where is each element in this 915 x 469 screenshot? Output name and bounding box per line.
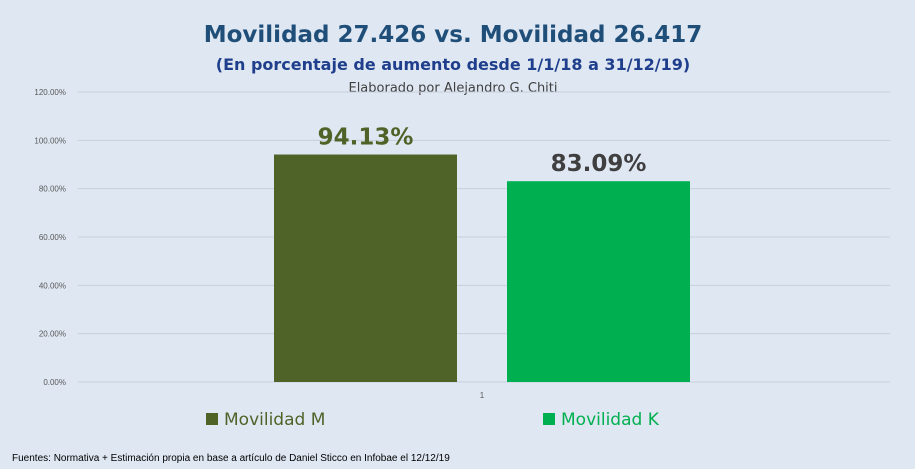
legend-label-movilidad-m: Movilidad M bbox=[224, 410, 325, 430]
x-tick-label: 1 bbox=[480, 391, 485, 400]
chart-subtitle: (En porcentaje de aumento desde 1/1/18 a… bbox=[216, 55, 690, 74]
chart-author: Elaborado por Alejandro G. Chiti bbox=[348, 81, 557, 96]
chart-title: Movilidad 27.426 vs. Movilidad 26.417 bbox=[204, 22, 703, 48]
y-tick-label: 60.00% bbox=[39, 233, 66, 242]
legend: Movilidad M Movilidad K bbox=[206, 410, 660, 430]
bar-movilidad-m bbox=[274, 154, 457, 382]
legend-label-movilidad-k: Movilidad K bbox=[561, 410, 660, 430]
bar-movilidad-k bbox=[507, 181, 690, 382]
y-axis-ticks: 0.00% 20.00% 40.00% 60.00% 80.00% 100.00% 120.… bbox=[34, 88, 66, 387]
y-tick-label: 100.00% bbox=[34, 136, 66, 145]
y-tick-label: 20.00% bbox=[39, 330, 66, 339]
bars bbox=[274, 154, 690, 382]
y-tick-label: 40.00% bbox=[39, 281, 66, 290]
legend-swatch-movilidad-m bbox=[206, 413, 218, 425]
y-tick-label: 0.00% bbox=[43, 378, 66, 387]
gridlines bbox=[78, 91, 890, 383]
y-tick-label: 80.00% bbox=[39, 185, 66, 194]
chart-footer: Fuentes: Normativa + Estimación propia e… bbox=[12, 453, 450, 464]
y-tick-label: 120.00% bbox=[34, 88, 66, 97]
legend-swatch-movilidad-k bbox=[543, 413, 555, 425]
data-label-movilidad-m: 94.13% bbox=[318, 125, 414, 151]
data-label-movilidad-k: 83.09% bbox=[551, 151, 647, 177]
x-axis-ticks: 1 bbox=[480, 391, 485, 400]
data-labels: 94.13% 83.09% bbox=[318, 125, 647, 178]
